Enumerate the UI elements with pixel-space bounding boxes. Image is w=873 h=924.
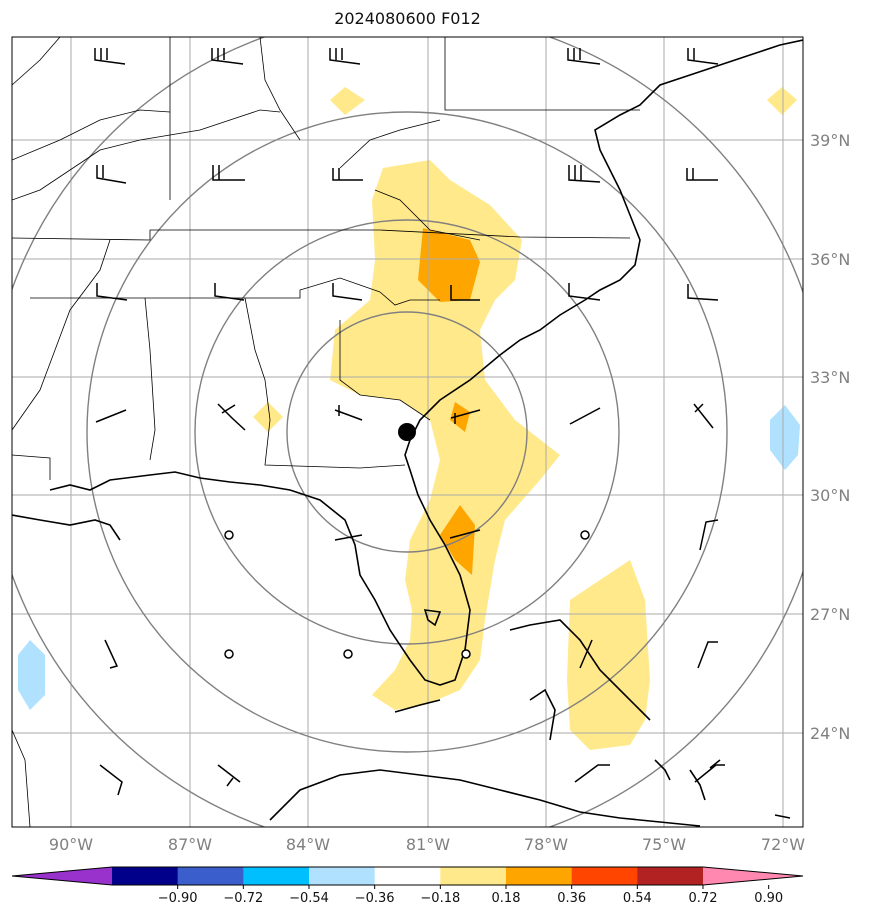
lat-label: 39°N xyxy=(810,131,850,150)
colorbar-tick-label: −0.18 xyxy=(420,891,460,906)
graticule xyxy=(12,37,803,827)
orange-patch-sc xyxy=(450,402,470,432)
colorbar: −0.90 −0.72 −0.54 −0.36 −0.18 0.18 0.36 0.54 0.7… xyxy=(11,866,804,906)
lat-label: 30°N xyxy=(810,486,850,505)
colorbar-tick-label: −0.36 xyxy=(355,891,395,906)
colorbar-tick-label: −0.90 xyxy=(158,891,198,906)
shaded-fields xyxy=(18,87,800,750)
map-title: 2024080600 F012 xyxy=(334,9,481,28)
yellow-diamond-ne xyxy=(767,87,797,115)
colorbar-tick-label: 0.36 xyxy=(557,891,586,906)
lat-label: 24°N xyxy=(810,724,850,743)
colorbar-segment xyxy=(12,867,112,885)
map-area xyxy=(12,37,803,827)
blue-patch-west xyxy=(18,640,45,710)
lat-label: 36°N xyxy=(810,250,850,269)
yellow-patch-bahamas xyxy=(567,560,650,750)
colorbar-outline xyxy=(11,866,804,886)
orange-patch-nc xyxy=(418,228,480,302)
colorbar-segment xyxy=(374,867,441,885)
colorbar-segment xyxy=(309,867,376,885)
lat-label: 27°N xyxy=(810,605,850,624)
colorbar-tick-label: 0.54 xyxy=(623,891,652,906)
colorbar-segment xyxy=(571,867,638,885)
colorbar-segment xyxy=(243,867,310,885)
colorbar-tick-label: 0.18 xyxy=(492,891,521,906)
yellow-diamond-ga xyxy=(253,402,283,432)
lat-labels: 39°N 36°N 33°N 30°N 27°N 24°N xyxy=(810,131,850,743)
colorbar-tick-label: 0.72 xyxy=(689,891,718,906)
colorbar-tick-label: −0.72 xyxy=(223,891,263,906)
colorbar-tick-label: 0.90 xyxy=(754,891,783,906)
lat-label: 33°N xyxy=(810,368,850,387)
colorbar-segment xyxy=(177,867,244,885)
coastline xyxy=(12,39,803,827)
colorbar-tick-label: −0.54 xyxy=(289,891,329,906)
range-rings xyxy=(12,37,803,827)
lon-labels: 90°W 87°W 84°W 81°W 78°W 75°W 72°W xyxy=(49,835,805,854)
colorbar-segment xyxy=(440,867,507,885)
lon-label: 87°W xyxy=(168,835,212,854)
colorbar-segment xyxy=(637,867,704,885)
orange-patch-fl xyxy=(440,505,475,575)
lon-label: 72°W xyxy=(761,835,805,854)
map-frame xyxy=(11,36,804,828)
colorbar-segment xyxy=(506,867,573,885)
lon-label: 84°W xyxy=(286,835,330,854)
calm-circles xyxy=(224,530,590,659)
yellow-band-carolinas xyxy=(330,160,560,710)
blue-patch-east xyxy=(770,405,800,470)
lon-label: 75°W xyxy=(642,835,686,854)
state-borders xyxy=(12,37,640,827)
lon-label: 78°W xyxy=(524,835,568,854)
center-marker xyxy=(398,423,416,441)
colorbar-segment xyxy=(112,867,179,885)
wind-barbs xyxy=(94,48,725,796)
colorbar-segment xyxy=(703,867,803,885)
lon-label: 81°W xyxy=(406,835,450,854)
lon-label: 90°W xyxy=(49,835,93,854)
yellow-diamond-north xyxy=(330,87,365,115)
